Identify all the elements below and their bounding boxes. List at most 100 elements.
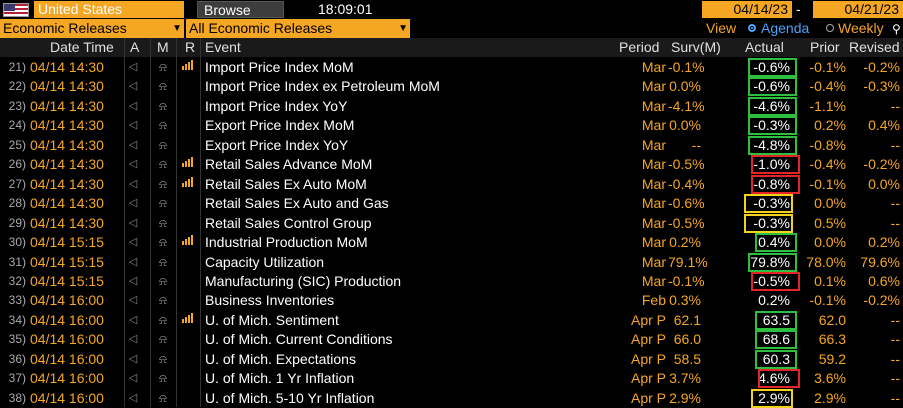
row-number: 35): [8, 332, 26, 347]
speaker-icon[interactable]: ◁: [128, 313, 138, 326]
col-date-time[interactable]: Date Time: [50, 39, 114, 55]
table-row[interactable]: 27) 04/14 14:30 Retail Sales Ex Auto MoM Ma…: [0, 175, 903, 195]
subcategory-dropdown[interactable]: All Economic Releases ▼: [186, 19, 410, 38]
col-relevance[interactable]: R: [185, 39, 196, 55]
actual-value: 4.6%: [758, 370, 790, 387]
speaker-icon[interactable]: ◁: [128, 138, 138, 151]
table-row[interactable]: 35) 04/14 16:00 U. of Mich. Current Condit…: [0, 330, 903, 350]
speaker-icon[interactable]: ◁: [128, 294, 138, 307]
date-from-input[interactable]: 04/14/23: [702, 1, 792, 18]
speaker-icon[interactable]: ◁: [128, 255, 138, 268]
bell-icon[interactable]: ⍾: [159, 351, 167, 366]
bell-icon[interactable]: ⍾: [159, 215, 167, 230]
bell-icon[interactable]: ⍾: [159, 332, 167, 347]
bell-icon[interactable]: ⍾: [159, 390, 167, 405]
prior-value: 0.0%: [814, 234, 846, 251]
table-row[interactable]: 34) 04/14 16:00 U. of Mich. Sentiment Apr P…: [0, 311, 903, 331]
actual-value: -4.6%: [753, 97, 790, 114]
col-alert[interactable]: A: [130, 39, 140, 55]
event-name: U. of Mich. Current Conditions: [205, 331, 393, 348]
col-prior[interactable]: Prior: [810, 39, 840, 55]
bell-icon[interactable]: ⍾: [159, 79, 167, 94]
table-row[interactable]: 33) 04/14 16:00 Business Inventories Feb 0.3…: [0, 291, 903, 311]
col-revised[interactable]: Revised: [849, 39, 900, 55]
event-period: Mar: [641, 117, 666, 134]
prior-value: -0.1%: [809, 175, 846, 192]
survey-median: 0.0%: [669, 117, 701, 134]
speaker-icon[interactable]: ◁: [128, 197, 138, 210]
col-actual[interactable]: Actual: [745, 39, 784, 55]
table-row[interactable]: 37) 04/14 16:00 U. of Mich. 1 Yr Inflation…: [0, 369, 903, 389]
category-dropdown[interactable]: Economic Releases ▼: [0, 19, 184, 38]
release-datetime: 04/14 14:30: [30, 175, 104, 192]
browse-button[interactable]: Browse: [197, 1, 284, 18]
speaker-icon[interactable]: ◁: [128, 333, 138, 346]
table-row[interactable]: 26) 04/14 14:30 Retail Sales Advance MoM Ma…: [0, 155, 903, 175]
table-row[interactable]: 22) 04/14 14:30 Import Price Index ex Petr…: [0, 77, 903, 97]
agenda-option-label[interactable]: Agenda: [761, 20, 810, 36]
bell-icon[interactable]: ⍾: [159, 196, 167, 211]
speaker-icon[interactable]: ◁: [128, 99, 138, 112]
speaker-icon[interactable]: ◁: [128, 372, 138, 385]
bell-icon[interactable]: ⍾: [159, 254, 167, 269]
actual-highlight-box: [748, 116, 797, 136]
bell-icon[interactable]: ⍾: [159, 137, 167, 152]
country-selector[interactable]: United States: [34, 1, 184, 18]
table-row[interactable]: 25) 04/14 14:30 Export Price Index YoY Mar -…: [0, 136, 903, 156]
bell-icon[interactable]: ⍾: [159, 157, 167, 172]
bell-icon[interactable]: ⍾: [159, 371, 167, 386]
col-mark[interactable]: M: [157, 39, 169, 55]
table-row[interactable]: 30) 04/14 15:15 Industrial Production MoM M…: [0, 233, 903, 253]
col-survey[interactable]: Surv(M): [671, 39, 721, 55]
table-row[interactable]: 32) 04/14 15:15 Manufacturing (SIC) Produc…: [0, 272, 903, 292]
bell-icon[interactable]: ⍾: [159, 312, 167, 327]
speaker-icon[interactable]: ◁: [128, 80, 138, 93]
table-row[interactable]: 31) 04/14 15:15 Capacity Utilization Mar 79.…: [0, 253, 903, 273]
col-period[interactable]: Period: [619, 39, 660, 55]
table-row[interactable]: 21) 04/14 14:30 Import Price Index MoM Mar -…: [0, 58, 903, 78]
actual-value: -0.3%: [753, 195, 790, 212]
event-period: Mar: [641, 78, 666, 95]
speaker-icon[interactable]: ◁: [128, 119, 138, 132]
bell-icon[interactable]: ⍾: [159, 293, 167, 308]
revised-value: 0.6%: [868, 272, 900, 289]
table-row[interactable]: 38) 04/14 16:00 U. of Mich. 5-10 Yr Inflat…: [0, 389, 903, 408]
weekly-option-label[interactable]: Weekly: [838, 20, 884, 36]
release-datetime: 04/14 14:30: [30, 214, 104, 231]
speaker-icon[interactable]: ◁: [128, 274, 138, 287]
survey-median: 66.0: [673, 331, 701, 348]
bell-icon[interactable]: ⍾: [159, 118, 167, 133]
table-header: Date Time A M R Event Period Surv(M) Act…: [0, 38, 903, 57]
revised-value: --: [890, 331, 900, 348]
row-number: 29): [8, 215, 26, 230]
bell-icon[interactable]: ⍾: [159, 60, 167, 74]
bell-icon[interactable]: ⍾: [159, 235, 167, 250]
actual-value: -0.6%: [753, 78, 790, 95]
weekly-radio[interactable]: [826, 24, 834, 32]
speaker-icon[interactable]: ◁: [128, 158, 138, 171]
speaker-icon[interactable]: ◁: [128, 391, 138, 404]
table-row[interactable]: 36) 04/14 16:00 U. of Mich. Expectations Ap…: [0, 350, 903, 370]
event-name: Retail Sales Control Group: [205, 214, 372, 231]
speaker-icon[interactable]: ◁: [128, 352, 138, 365]
chevron-down-icon: ▼: [172, 23, 182, 34]
table-row[interactable]: 24) 04/14 14:30 Export Price Index MoM Mar 0…: [0, 116, 903, 136]
col-event[interactable]: Event: [205, 39, 241, 55]
speaker-icon[interactable]: ◁: [128, 236, 138, 249]
table-row[interactable]: 28) 04/14 14:30 Retail Sales Ex Auto and G…: [0, 194, 903, 214]
bell-icon[interactable]: ⍾: [159, 273, 167, 288]
revised-value: --: [890, 350, 900, 367]
speaker-icon[interactable]: ◁: [128, 216, 138, 229]
speaker-icon[interactable]: ◁: [128, 177, 138, 190]
revised-value: -0.2%: [863, 292, 900, 309]
survey-median: -0.1%: [668, 59, 705, 75]
date-to-input[interactable]: 04/21/23: [813, 1, 903, 18]
agenda-radio[interactable]: [748, 24, 756, 32]
event-name: U. of Mich. Expectations: [205, 350, 356, 367]
table-row[interactable]: 23) 04/14 14:30 Import Price Index YoY Mar -…: [0, 97, 903, 117]
bell-icon[interactable]: ⍾: [159, 176, 167, 191]
key-icon[interactable]: ⚲: [892, 22, 901, 36]
table-row[interactable]: 29) 04/14 14:30 Retail Sales Control Group…: [0, 214, 903, 234]
bell-icon[interactable]: ⍾: [159, 98, 167, 113]
speaker-icon[interactable]: ◁: [128, 61, 138, 73]
